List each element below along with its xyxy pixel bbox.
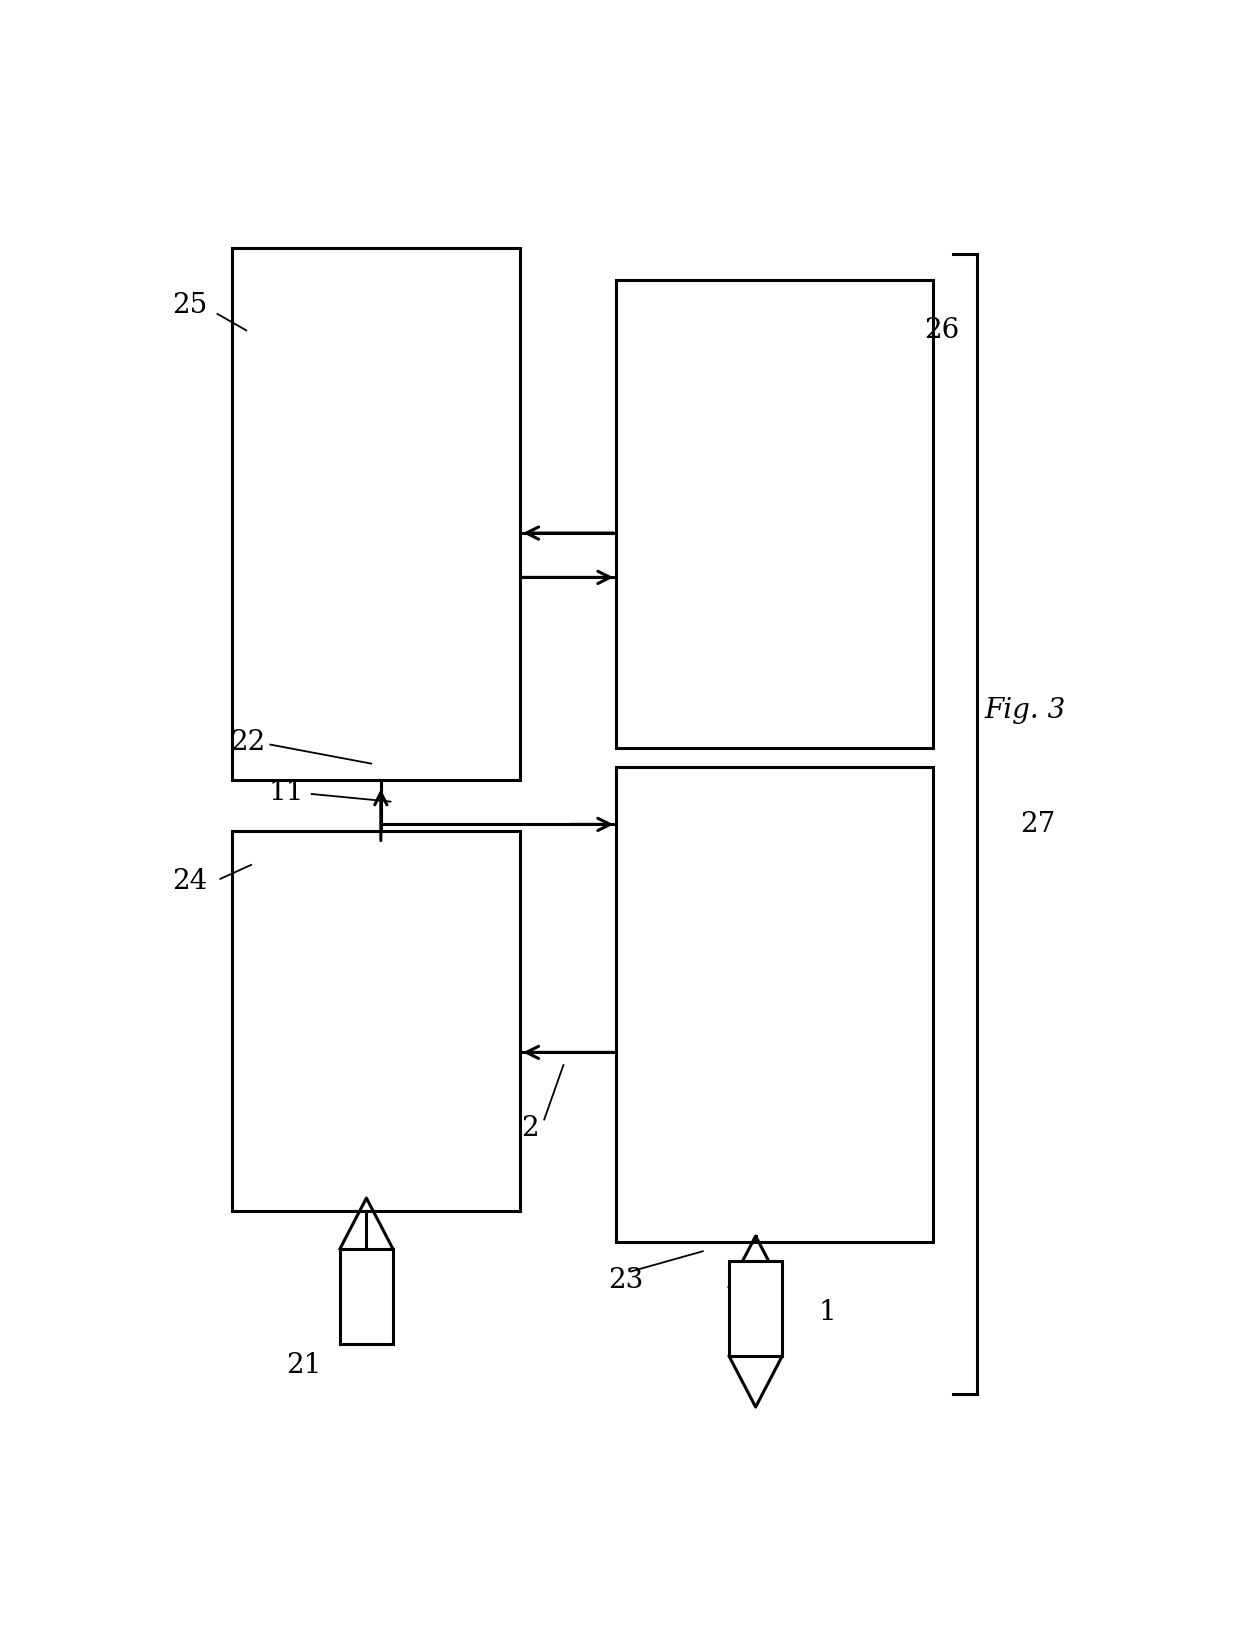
Text: 1: 1: [818, 1298, 837, 1326]
Bar: [616, 280, 934, 748]
Bar: [232, 831, 521, 1211]
Text: 27: 27: [1019, 811, 1055, 837]
Bar: [340, 1249, 393, 1344]
Bar: [729, 1262, 782, 1357]
Text: 26: 26: [924, 317, 959, 344]
Text: 23: 23: [609, 1267, 644, 1295]
Text: 22: 22: [231, 729, 265, 755]
Bar: [616, 767, 934, 1242]
Text: 25: 25: [172, 291, 208, 319]
Bar: [232, 248, 521, 780]
Text: 24: 24: [172, 869, 208, 895]
Text: Fig. 3: Fig. 3: [985, 697, 1065, 724]
Text: 21: 21: [286, 1352, 321, 1379]
Text: 2: 2: [521, 1115, 538, 1142]
Text: 11: 11: [268, 780, 304, 806]
